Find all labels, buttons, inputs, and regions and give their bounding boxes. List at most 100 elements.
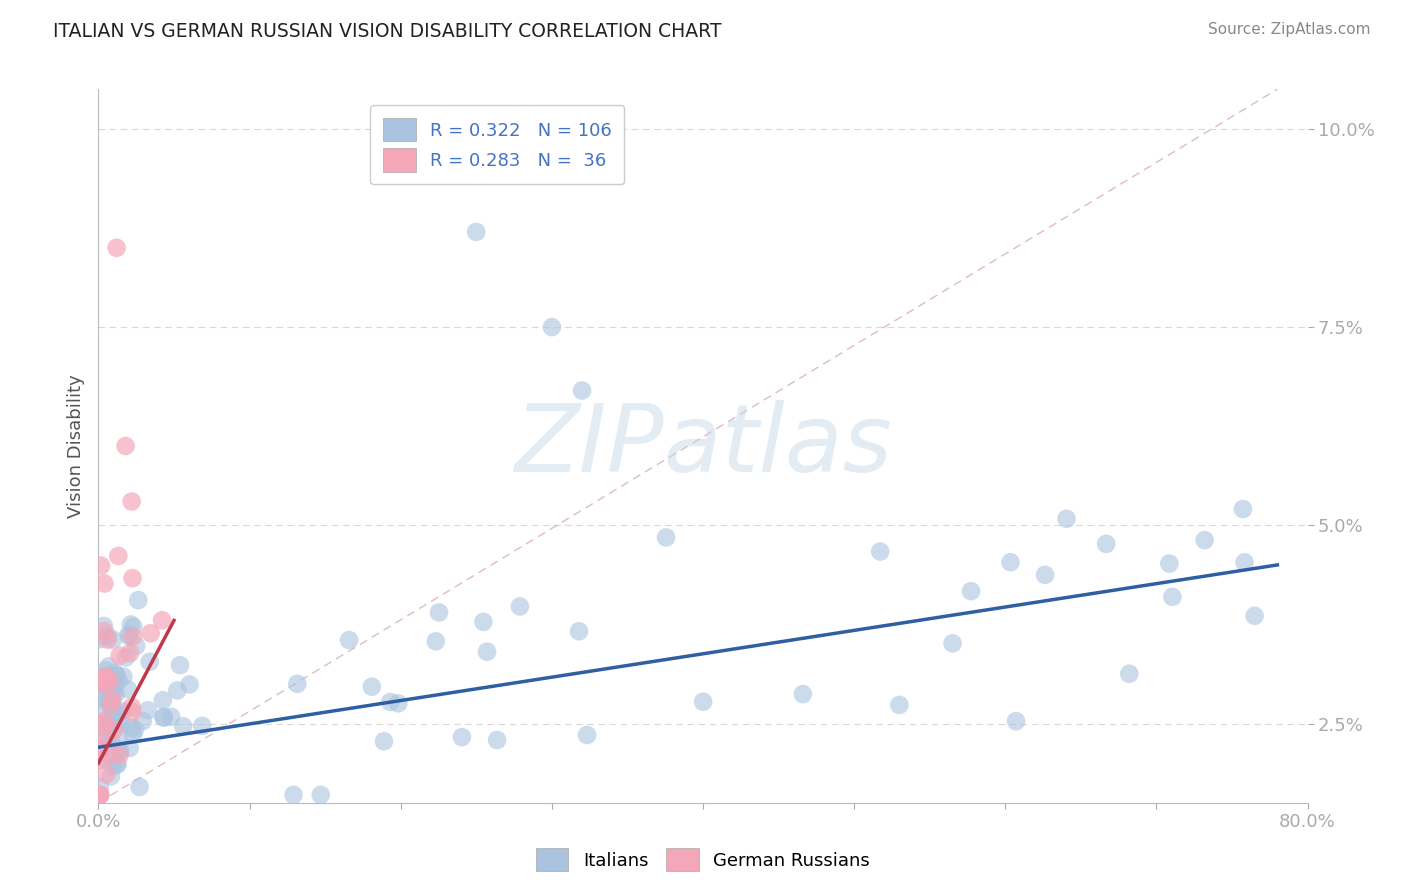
Point bbox=[127, 593, 149, 607]
Point bbox=[93, 673, 115, 687]
Point bbox=[105, 756, 128, 771]
Point bbox=[110, 717, 132, 731]
Point bbox=[486, 733, 509, 747]
Point bbox=[125, 639, 148, 653]
Point bbox=[655, 530, 678, 544]
Point bbox=[107, 714, 129, 729]
Point bbox=[107, 673, 129, 688]
Point bbox=[107, 549, 129, 563]
Point bbox=[114, 439, 136, 453]
Point bbox=[121, 494, 143, 508]
Point bbox=[90, 718, 112, 732]
Point bbox=[1118, 666, 1140, 681]
Point bbox=[104, 677, 127, 691]
Point bbox=[1056, 512, 1078, 526]
Point bbox=[104, 665, 127, 680]
Point bbox=[104, 687, 127, 701]
Point bbox=[89, 632, 111, 647]
Point bbox=[179, 677, 201, 691]
Point bbox=[1095, 537, 1118, 551]
Point bbox=[792, 687, 814, 701]
Point bbox=[93, 674, 115, 689]
Point bbox=[360, 680, 382, 694]
Point bbox=[93, 619, 115, 633]
Point bbox=[97, 659, 120, 673]
Point bbox=[111, 704, 134, 718]
Point bbox=[90, 753, 112, 767]
Point bbox=[100, 698, 122, 712]
Point bbox=[100, 701, 122, 715]
Point bbox=[89, 788, 111, 802]
Point bbox=[128, 780, 150, 794]
Point bbox=[942, 636, 965, 650]
Point bbox=[89, 741, 111, 756]
Point bbox=[153, 711, 176, 725]
Point bbox=[105, 668, 128, 682]
Point bbox=[576, 728, 599, 742]
Point bbox=[100, 769, 122, 783]
Point bbox=[124, 723, 146, 737]
Point bbox=[90, 558, 112, 573]
Point bbox=[118, 646, 141, 660]
Point bbox=[112, 669, 135, 683]
Point bbox=[94, 685, 117, 699]
Point bbox=[380, 695, 402, 709]
Point bbox=[108, 745, 131, 759]
Point bbox=[139, 655, 162, 669]
Point bbox=[122, 728, 145, 742]
Point bbox=[91, 716, 114, 731]
Point bbox=[475, 645, 498, 659]
Point bbox=[108, 747, 131, 762]
Point bbox=[101, 759, 124, 773]
Point bbox=[152, 710, 174, 724]
Point bbox=[97, 694, 120, 708]
Legend: Italians, German Russians: Italians, German Russians bbox=[529, 841, 877, 879]
Point bbox=[373, 734, 395, 748]
Point bbox=[152, 693, 174, 707]
Point bbox=[172, 719, 194, 733]
Point bbox=[1232, 502, 1254, 516]
Point bbox=[150, 613, 173, 627]
Point bbox=[93, 576, 115, 591]
Point bbox=[89, 750, 111, 764]
Point bbox=[108, 648, 131, 663]
Point bbox=[97, 629, 120, 643]
Point bbox=[285, 677, 308, 691]
Point bbox=[93, 714, 115, 728]
Point bbox=[121, 721, 143, 735]
Point bbox=[960, 584, 983, 599]
Point bbox=[93, 624, 115, 638]
Point bbox=[568, 624, 591, 639]
Point bbox=[96, 723, 118, 738]
Point bbox=[89, 675, 111, 690]
Y-axis label: Vision Disability: Vision Disability bbox=[66, 374, 84, 518]
Point bbox=[121, 705, 143, 719]
Point bbox=[93, 678, 115, 692]
Point bbox=[122, 620, 145, 634]
Point bbox=[117, 681, 139, 696]
Point bbox=[107, 731, 129, 746]
Point bbox=[89, 788, 111, 802]
Point bbox=[451, 730, 474, 744]
Point bbox=[89, 692, 111, 706]
Point bbox=[1159, 557, 1181, 571]
Point bbox=[98, 673, 121, 688]
Point bbox=[1033, 567, 1056, 582]
Point bbox=[465, 225, 488, 239]
Point bbox=[191, 719, 214, 733]
Point bbox=[108, 743, 131, 757]
Point bbox=[97, 632, 120, 647]
Point bbox=[121, 571, 143, 585]
Point bbox=[1000, 555, 1022, 569]
Point bbox=[121, 700, 143, 714]
Legend: R = 0.322   N = 106, R = 0.283   N =  36: R = 0.322 N = 106, R = 0.283 N = 36 bbox=[370, 105, 624, 185]
Point bbox=[103, 723, 125, 737]
Point bbox=[96, 714, 118, 729]
Point bbox=[692, 695, 714, 709]
Point bbox=[114, 650, 136, 665]
Text: ZIPatlas: ZIPatlas bbox=[515, 401, 891, 491]
Text: Source: ZipAtlas.com: Source: ZipAtlas.com bbox=[1208, 22, 1371, 37]
Point bbox=[103, 686, 125, 700]
Point bbox=[100, 732, 122, 747]
Point bbox=[120, 617, 142, 632]
